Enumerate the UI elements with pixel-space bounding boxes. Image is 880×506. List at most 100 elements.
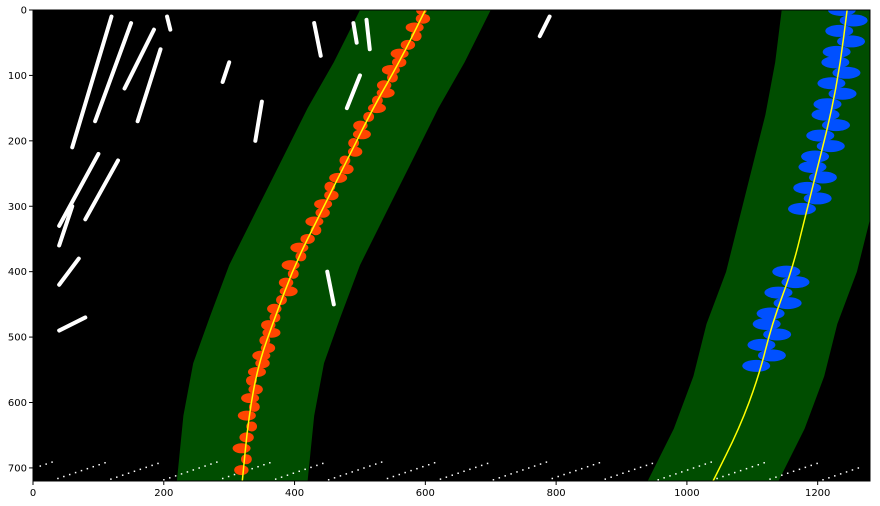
right-lane-pixel xyxy=(811,108,840,121)
noise-pixel xyxy=(704,463,707,465)
noise-pixel xyxy=(522,469,524,471)
right-lane-pixel xyxy=(832,66,861,79)
right-lane-pixel xyxy=(756,307,785,320)
noise-pixel xyxy=(45,463,47,465)
noise-pixel xyxy=(622,472,624,474)
right-lane-pixel xyxy=(808,171,837,184)
x-tick-label: 1200 xyxy=(805,488,830,499)
x-tick-label: 0 xyxy=(30,488,36,499)
right-fit-line xyxy=(712,10,848,481)
noise-pixel xyxy=(422,465,424,468)
noise-pixel xyxy=(445,476,448,478)
noise-pixel xyxy=(651,462,654,465)
noise-pixel xyxy=(74,471,77,474)
noise-pixel xyxy=(92,465,95,468)
noise-pixel xyxy=(475,466,477,469)
white-pixel-stroke xyxy=(253,99,264,143)
left-lane-pixel xyxy=(339,164,354,175)
white-pixel-stroke xyxy=(165,14,173,32)
noise-pixel xyxy=(404,471,406,474)
left-lane-pixel xyxy=(353,120,368,131)
y-axis-ticks: 0 100 200 300 400 500 600 700 xyxy=(8,6,33,474)
noise-pixel xyxy=(598,462,601,464)
noise-pixel xyxy=(610,476,612,478)
noise-pixel xyxy=(351,471,353,473)
noise-pixel xyxy=(439,478,442,480)
y-tick-label: 500 xyxy=(8,333,27,344)
noise-pixel xyxy=(639,466,642,469)
right-lane-pixel xyxy=(763,328,792,341)
noise-pixel xyxy=(498,477,501,479)
noise-pixel xyxy=(628,470,630,473)
white-pixel-stroke xyxy=(364,17,372,52)
right-lane-search-margin xyxy=(647,10,870,481)
noise-pixel xyxy=(733,471,736,474)
noise-pixel xyxy=(233,473,236,476)
noise-pixel xyxy=(316,464,318,467)
right-lane-pixel xyxy=(752,318,781,330)
white-pixel-stroke xyxy=(57,151,101,228)
noise-pixel xyxy=(121,474,124,476)
right-lane-pixel xyxy=(742,359,771,372)
noise-pixel xyxy=(657,479,659,481)
noise-pixel xyxy=(469,468,471,471)
left-lane-pixel xyxy=(262,327,281,338)
noise-pixel xyxy=(139,468,142,471)
noise-pixel xyxy=(769,478,771,480)
white-pixel-stroke xyxy=(220,60,232,84)
noise-pixel xyxy=(433,462,436,464)
x-tick-label: 1000 xyxy=(674,488,699,499)
white-pixel-stroke xyxy=(83,158,121,222)
scene-layer xyxy=(39,10,870,481)
noise-pixel xyxy=(851,469,854,471)
noise-pixel xyxy=(480,464,483,467)
left-lane-pixel xyxy=(255,358,270,369)
right-lane-pixel xyxy=(806,129,835,142)
noise-pixel xyxy=(274,478,277,480)
right-lane-pixel xyxy=(825,24,854,37)
noise-pixel xyxy=(510,473,512,475)
left-lane-pixel xyxy=(305,216,324,227)
noise-pixel xyxy=(728,473,730,476)
noise-pixel xyxy=(151,464,153,467)
x-tick-label: 400 xyxy=(285,488,304,499)
noise-pixel xyxy=(292,472,295,474)
noise-pixel xyxy=(369,465,371,467)
noise-pixel xyxy=(304,468,306,471)
noise-pixel xyxy=(533,465,536,467)
noise-pixel xyxy=(669,475,671,477)
noise-pixel xyxy=(604,478,607,480)
noise-pixel xyxy=(722,475,724,478)
left-lane-pixel xyxy=(241,393,260,404)
noise-pixel xyxy=(116,476,118,478)
white-pixel-stroke xyxy=(57,256,81,287)
noise-pixel xyxy=(739,469,742,472)
noise-pixel xyxy=(698,465,701,467)
white-pixel-stroke xyxy=(537,14,552,39)
noise-pixel xyxy=(486,462,489,465)
left-lane-pixel xyxy=(279,286,298,297)
left-lane-pixel xyxy=(314,199,333,210)
noise-pixel xyxy=(286,474,289,476)
noise-pixel xyxy=(198,467,200,469)
noise-pixel xyxy=(675,473,677,475)
noise-pixel xyxy=(386,477,389,480)
noise-pixel xyxy=(645,464,648,467)
y-tick-label: 600 xyxy=(8,398,27,409)
white-pixel-stroke xyxy=(122,27,156,91)
noise-pixel xyxy=(269,462,271,464)
noise-pixel xyxy=(757,463,760,466)
noise-pixel xyxy=(545,461,548,463)
y-tick-label: 400 xyxy=(8,267,27,278)
white-pixel-stroke xyxy=(325,269,336,307)
right-lane-pixel xyxy=(828,87,857,100)
noise-pixel xyxy=(822,479,824,481)
noise-pixel xyxy=(327,479,330,481)
white-pixel-stroke xyxy=(57,204,75,248)
noise-pixel xyxy=(504,475,506,477)
noise-pixel xyxy=(686,469,689,471)
white-pixel-stroke xyxy=(135,47,163,124)
left-lane-pixel xyxy=(352,129,371,140)
noise-pixel xyxy=(51,461,53,463)
